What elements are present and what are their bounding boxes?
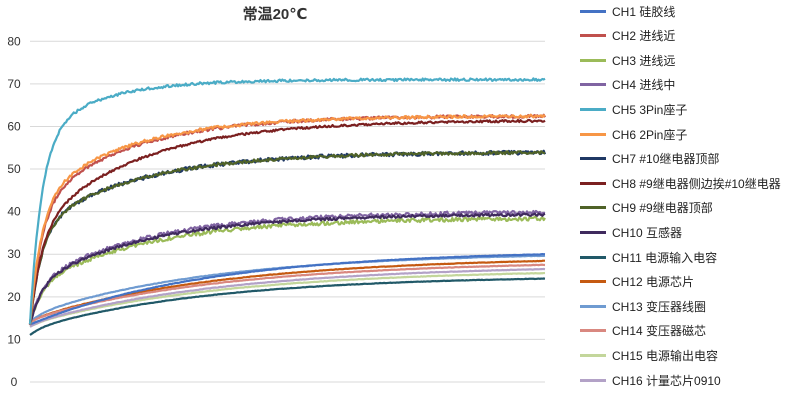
legend-item-ch13: CH13 变压器线圈 bbox=[580, 297, 706, 315]
legend-item-ch12: CH12 电源芯片 bbox=[580, 273, 694, 291]
chart-title: 常温20℃ bbox=[243, 5, 308, 23]
legend-swatch bbox=[580, 378, 606, 382]
legend-item-ch10: CH10 互感器 bbox=[580, 223, 682, 241]
legend-swatch bbox=[580, 304, 606, 308]
legend-item-ch14: CH14 变压器磁芯 bbox=[580, 322, 706, 340]
legend-swatch bbox=[580, 107, 606, 111]
legend-label: CH7 #10继电器顶部 bbox=[612, 152, 720, 167]
legend-item-ch8: CH8 #9继电器侧边挨#10继电器 bbox=[580, 174, 781, 192]
legend-item-ch3: CH3 进线远 bbox=[580, 51, 675, 69]
series-line-ch1 bbox=[29, 253, 546, 326]
legend-swatch bbox=[580, 83, 606, 87]
y-tick-label: 30 bbox=[7, 247, 21, 261]
legend-label: CH10 互感器 bbox=[612, 225, 683, 240]
legend-label: CH5 3Pin座子 bbox=[612, 102, 688, 117]
legend-item-ch4: CH4 进线中 bbox=[580, 76, 675, 94]
y-tick-label: 10 bbox=[7, 332, 21, 346]
legend-label: CH3 进线远 bbox=[612, 53, 676, 68]
series-line-ch14 bbox=[29, 263, 546, 324]
legend-item-ch16: CH16 计量芯片0910 bbox=[580, 371, 721, 389]
legend-item-ch6: CH6 2Pin座子 bbox=[580, 125, 687, 143]
legend-swatch bbox=[580, 9, 606, 13]
legend-swatch bbox=[580, 230, 606, 234]
series-line-ch12 bbox=[29, 259, 546, 324]
legend-label: CH2 进线近 bbox=[612, 29, 676, 44]
legend-swatch bbox=[580, 34, 606, 38]
legend-item-ch5: CH5 3Pin座子 bbox=[580, 100, 687, 118]
legend-label: CH1 硅胶线 bbox=[612, 4, 676, 19]
series-line-ch15 bbox=[29, 271, 546, 328]
legend-label: CH15 电源输出电容 bbox=[612, 348, 719, 363]
legend-label: CH12 电源芯片 bbox=[612, 275, 695, 290]
legend-swatch bbox=[580, 329, 606, 333]
series-line-ch9 bbox=[28, 150, 546, 324]
legend-item-ch2: CH2 进线近 bbox=[580, 27, 675, 45]
y-tick-label: 50 bbox=[7, 162, 21, 176]
legend-item-ch7: CH7 #10继电器顶部 bbox=[580, 150, 719, 168]
legend-swatch bbox=[580, 255, 606, 259]
series-line-ch4 bbox=[28, 209, 546, 325]
legend-label: CH4 进线中 bbox=[612, 78, 676, 93]
series-line-ch5 bbox=[28, 77, 546, 325]
legend-swatch bbox=[580, 132, 606, 136]
y-tick-label: 70 bbox=[7, 77, 21, 91]
legend-swatch bbox=[580, 157, 606, 161]
legend-label: CH9 #9继电器顶部 bbox=[612, 201, 713, 216]
legend-swatch bbox=[580, 280, 606, 284]
legend-label: CH14 变压器磁芯 bbox=[612, 324, 707, 339]
legend-item-ch15: CH15 电源输出电容 bbox=[580, 346, 718, 364]
series-line-ch10 bbox=[28, 212, 546, 324]
legend-item-ch9: CH9 #9继电器顶部 bbox=[580, 199, 713, 217]
y-tick-label: 20 bbox=[7, 290, 21, 304]
series-lines bbox=[28, 77, 547, 336]
legend-swatch bbox=[580, 181, 606, 185]
y-tick-label: 40 bbox=[7, 205, 21, 219]
legend-label: CH11 电源输入电容 bbox=[612, 250, 718, 265]
legend-item-ch11: CH11 电源输入电容 bbox=[580, 248, 717, 266]
y-axis-ticks: 0 10 20 30 40 50 60 70 80 bbox=[7, 34, 21, 389]
legend-swatch bbox=[580, 353, 606, 357]
y-tick-label: 0 bbox=[11, 375, 18, 389]
series-line-ch16 bbox=[29, 267, 546, 328]
legend-label: CH8 #9继电器侧边挨#10继电器 bbox=[612, 176, 781, 191]
y-tick-label: 80 bbox=[7, 34, 21, 48]
series-line-ch6 bbox=[28, 113, 546, 325]
gridlines bbox=[30, 40, 545, 383]
legend-item-ch1: CH1 硅胶线 bbox=[580, 2, 675, 20]
legend-swatch bbox=[580, 206, 606, 210]
series-line-ch8 bbox=[28, 118, 546, 325]
legend-label: CH16 计量芯片0910 bbox=[612, 373, 721, 388]
legend-label: CH13 变压器线圈 bbox=[612, 299, 707, 314]
legend-swatch bbox=[580, 58, 606, 62]
legend-label: CH6 2Pin座子 bbox=[612, 127, 688, 142]
series-line-ch3 bbox=[28, 215, 546, 326]
series-line-ch11 bbox=[29, 277, 546, 336]
y-tick-label: 60 bbox=[7, 119, 21, 133]
